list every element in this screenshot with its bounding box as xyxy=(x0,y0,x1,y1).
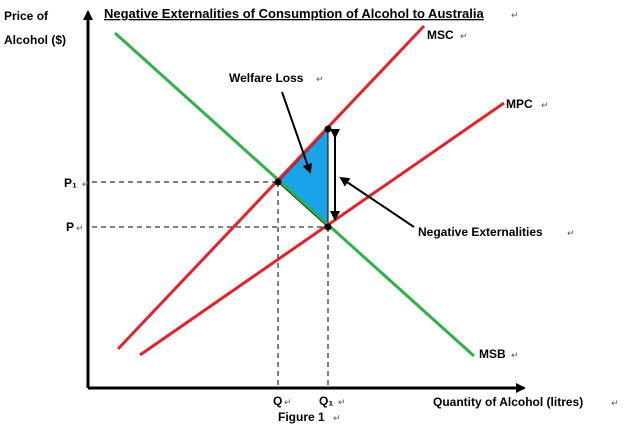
title-return-mark: ↵ xyxy=(511,10,519,20)
mpc-return-mark: ↵ xyxy=(541,100,549,110)
msc-return-mark: ↵ xyxy=(460,31,468,41)
p1-return-mark: ↵ xyxy=(82,179,90,189)
welfare-loss-area xyxy=(277,127,329,229)
welfare-loss-pointer-arrow xyxy=(281,91,313,174)
msc-label: MSC xyxy=(427,28,454,42)
welfare-loss-return-mark: ↵ xyxy=(316,74,324,84)
msc-curve xyxy=(116,24,426,351)
msc-point-at-q1 xyxy=(324,125,332,133)
p1-label: P₁ xyxy=(64,176,77,190)
x-axis-label: Quantity of Alcohol (litres) xyxy=(433,395,583,409)
negative-externalities-pointer-arrow xyxy=(339,176,415,228)
q-return-mark: ↵ xyxy=(284,397,292,407)
p-return-mark: ↵ xyxy=(76,223,84,233)
caption-return-mark: ↵ xyxy=(333,413,341,423)
q1-return-mark: ↵ xyxy=(338,397,346,407)
msb-return-mark: ↵ xyxy=(511,350,519,360)
mpc-curve xyxy=(139,101,505,357)
p-label: P xyxy=(66,220,74,234)
social-equilibrium-point xyxy=(274,178,282,186)
negative-externalities-return-mark: ↵ xyxy=(567,228,575,238)
mpc-label: MPC xyxy=(506,97,533,111)
diagram-title: Negative Externalities of Consumption of… xyxy=(104,6,484,21)
negative-externalities-label: Negative Externalities xyxy=(418,225,543,239)
y-axis-label-line1: Price of xyxy=(4,9,49,23)
msb-curve xyxy=(113,31,476,358)
q1-label: Q₁ xyxy=(319,394,333,408)
figure-caption: Figure 1 xyxy=(278,410,325,424)
y-axis-label-line2: Alcohol ($) xyxy=(4,33,66,47)
q-label: Q xyxy=(273,394,282,408)
msb-label: MSB xyxy=(479,347,506,361)
welfare-loss-label: Welfare Loss xyxy=(229,71,304,85)
market-equilibrium-point xyxy=(324,223,332,231)
x-axis-return-mark: ↵ xyxy=(611,398,619,408)
